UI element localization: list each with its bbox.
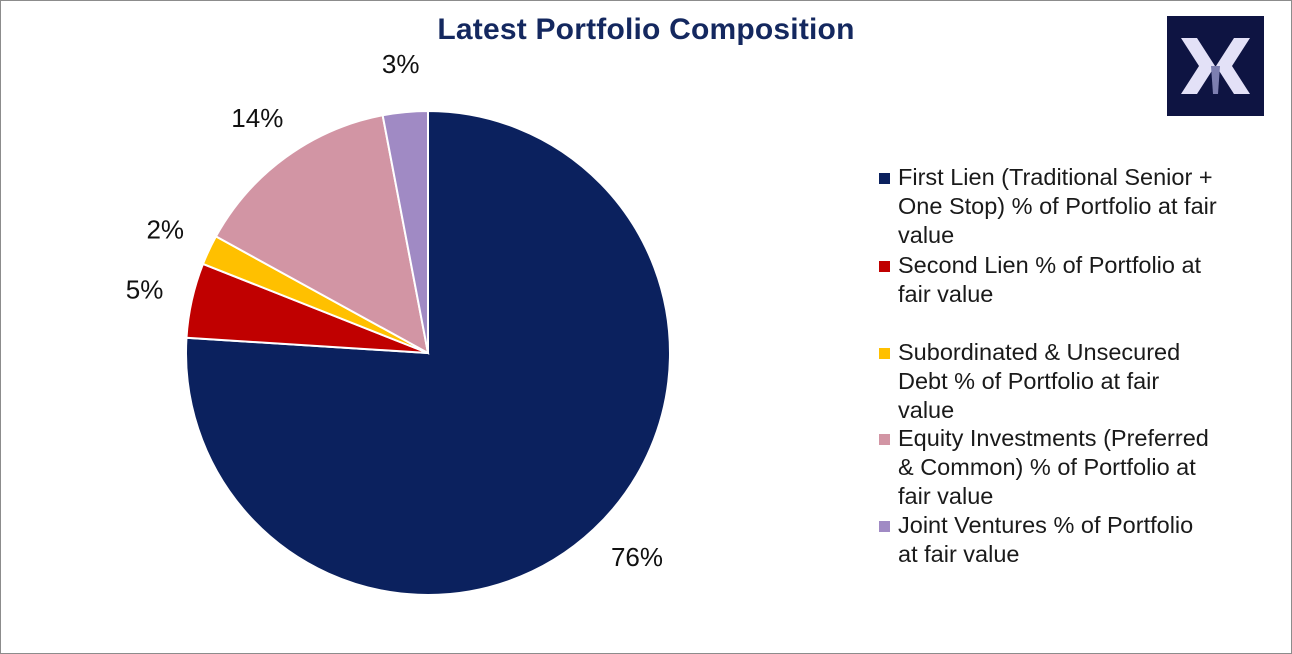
data-label-subordinated-debt: 2% bbox=[146, 214, 184, 244]
legend-label-subordinated-debt: Subordinated & Unsecured Debt % of Portf… bbox=[898, 339, 1181, 423]
pie-slice-first-lien bbox=[185, 109, 671, 596]
legend-swatch-first-lien bbox=[879, 173, 890, 184]
logo-stroke-right bbox=[1216, 38, 1250, 94]
data-label-second-lien: 5% bbox=[126, 275, 164, 305]
x-mark-icon bbox=[1181, 38, 1250, 94]
logo-stroke-center bbox=[1211, 66, 1220, 94]
legend-label-first-lien: First Lien (Traditional Senior + One Sto… bbox=[898, 164, 1217, 248]
company-logo bbox=[1167, 16, 1264, 116]
pie-chart: 76% 5% 2% 14% 3% bbox=[126, 49, 671, 596]
legend-swatch-equity-investments bbox=[879, 434, 890, 445]
legend-swatch-second-lien bbox=[879, 261, 890, 272]
data-label-first-lien: 76% bbox=[611, 542, 663, 572]
pie-slice-equity-investments bbox=[214, 114, 430, 355]
legend-swatch-subordinated-debt bbox=[879, 348, 890, 359]
legend-label-second-lien: Second Lien % of Portfolio at fair value bbox=[898, 252, 1202, 307]
chart-title: Latest Portfolio Composition bbox=[437, 13, 855, 46]
logo-stroke-left bbox=[1181, 38, 1215, 94]
data-label-joint-ventures: 3% bbox=[382, 49, 420, 79]
data-label-equity-investments: 14% bbox=[231, 103, 283, 133]
legend-label-equity-investments: Equity Investments (Preferred & Common) … bbox=[898, 425, 1209, 509]
pie-slice-joint-ventures bbox=[381, 109, 429, 354]
legend-label-joint-ventures: Joint Ventures % of Portfolio at fair va… bbox=[898, 512, 1194, 567]
legend-swatch-joint-ventures bbox=[879, 521, 890, 532]
